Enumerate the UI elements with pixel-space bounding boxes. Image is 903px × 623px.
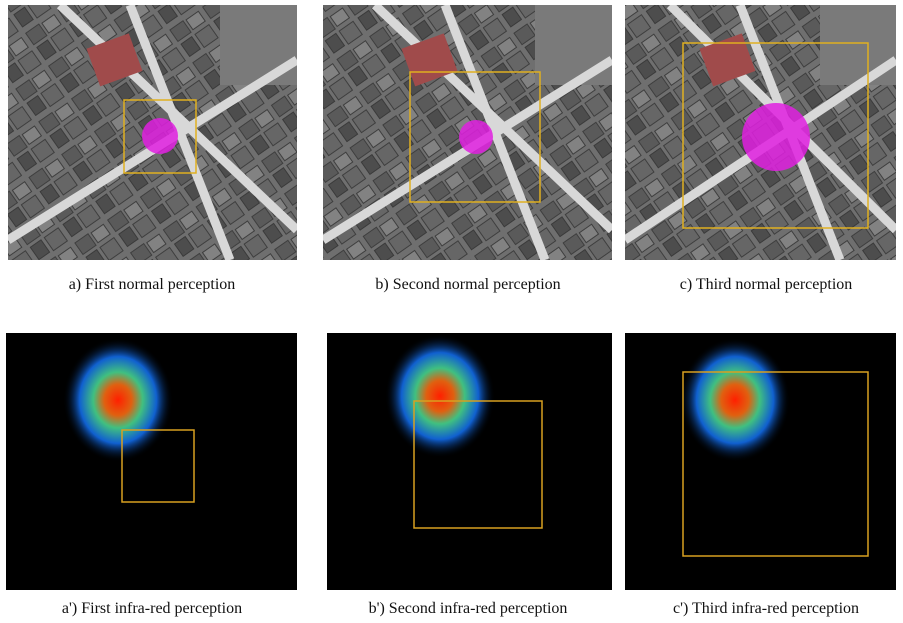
ir-panel-c bbox=[625, 333, 896, 590]
caption: c) Third normal perception bbox=[680, 276, 853, 293]
caption: a') First infra-red perception bbox=[62, 600, 242, 617]
caption: a) First normal perception bbox=[69, 276, 236, 293]
caption: c') Third infra-red perception bbox=[673, 600, 859, 617]
map-panel-a bbox=[8, 5, 297, 260]
caption: b) Second normal perception bbox=[375, 276, 560, 293]
map-panel-b bbox=[323, 5, 612, 260]
page: a) First normal perception b) Second nor… bbox=[0, 0, 903, 623]
caption: b') Second infra-red perception bbox=[369, 600, 568, 617]
ir-panel-b bbox=[327, 333, 612, 590]
figure: a) First normal perception b) Second nor… bbox=[0, 0, 903, 623]
ir-panel-a bbox=[6, 333, 297, 590]
map-panel-c bbox=[625, 5, 896, 260]
